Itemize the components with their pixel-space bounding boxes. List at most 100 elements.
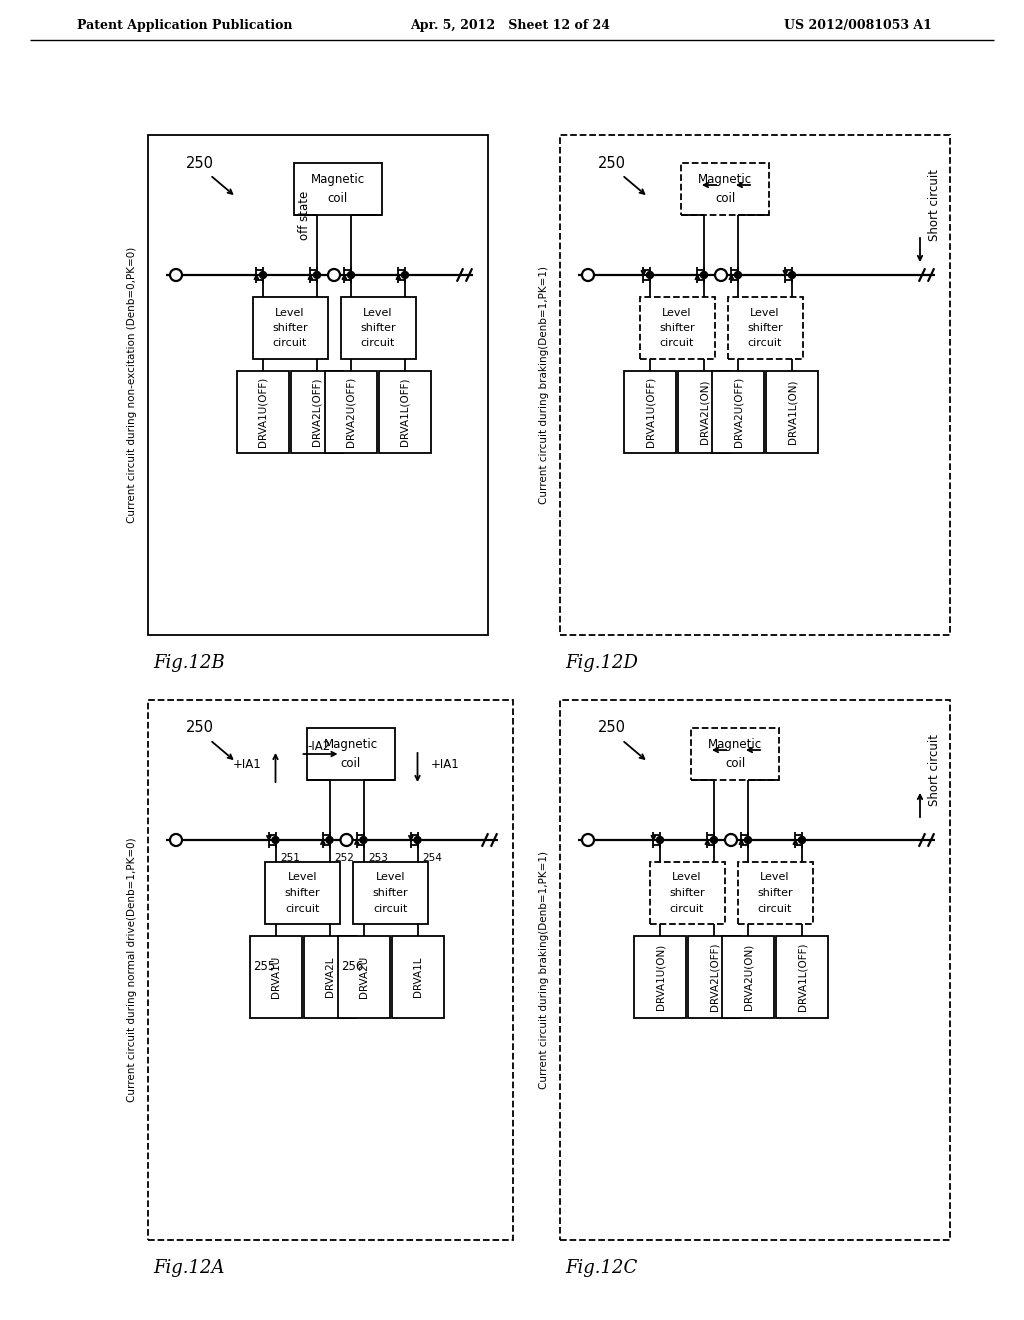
- Circle shape: [360, 837, 367, 843]
- Circle shape: [715, 269, 727, 281]
- Circle shape: [582, 834, 594, 846]
- Bar: [306, 729, 394, 780]
- Circle shape: [326, 837, 333, 843]
- Text: DRVA2L(OFF): DRVA2L(OFF): [709, 942, 719, 1011]
- Bar: [688, 936, 740, 1018]
- Text: 256: 256: [341, 961, 364, 974]
- Circle shape: [582, 269, 594, 281]
- Bar: [148, 135, 488, 635]
- Bar: [237, 371, 289, 453]
- Text: off state: off state: [299, 190, 311, 240]
- Bar: [712, 371, 764, 453]
- Text: shifter: shifter: [659, 323, 695, 333]
- Bar: [560, 700, 950, 1239]
- Bar: [250, 936, 301, 1018]
- Text: Fig.12B: Fig.12B: [153, 653, 224, 672]
- Text: 250: 250: [598, 721, 626, 735]
- Text: shifter: shifter: [748, 323, 782, 333]
- Text: 253: 253: [369, 853, 388, 863]
- Bar: [379, 371, 431, 453]
- Bar: [265, 862, 340, 924]
- Circle shape: [347, 272, 354, 279]
- Text: 251: 251: [281, 853, 300, 863]
- Text: Apr. 5, 2012   Sheet 12 of 24: Apr. 5, 2012 Sheet 12 of 24: [410, 18, 610, 32]
- Text: DRVA2U(ON): DRVA2U(ON): [743, 944, 753, 1010]
- Text: DRVA2L(ON): DRVA2L(ON): [699, 380, 709, 445]
- Text: DRVA2L(OFF): DRVA2L(OFF): [312, 378, 322, 446]
- Circle shape: [170, 834, 182, 846]
- Text: 250: 250: [186, 721, 214, 735]
- Text: shifter: shifter: [757, 888, 793, 898]
- Circle shape: [328, 269, 340, 281]
- Text: Level: Level: [376, 873, 406, 883]
- Text: Current circuit during non-excitation (Denb=0,PK=0): Current circuit during non-excitation (D…: [127, 247, 137, 523]
- Text: shifter: shifter: [360, 323, 396, 333]
- Bar: [253, 297, 328, 359]
- Text: coil: coil: [328, 191, 348, 205]
- Text: Level: Level: [760, 873, 790, 883]
- Text: US 2012/0081053 A1: US 2012/0081053 A1: [784, 18, 932, 32]
- Circle shape: [414, 837, 421, 843]
- Text: Magnetic: Magnetic: [708, 738, 762, 751]
- Text: DRVA1U(ON): DRVA1U(ON): [655, 944, 665, 1010]
- Text: +IA1: +IA1: [233, 759, 262, 771]
- Text: DRVA1L(OFF): DRVA1L(OFF): [797, 942, 807, 1011]
- Text: DRVA1U(OFF): DRVA1U(OFF): [258, 378, 268, 447]
- Circle shape: [700, 272, 708, 279]
- Text: DRVA2L: DRVA2L: [325, 957, 335, 997]
- Bar: [649, 862, 725, 924]
- Bar: [737, 862, 812, 924]
- Bar: [640, 297, 715, 359]
- Text: +IA1: +IA1: [431, 759, 460, 771]
- Bar: [691, 729, 779, 780]
- Text: Magnetic: Magnetic: [311, 173, 366, 186]
- Bar: [722, 936, 774, 1018]
- Bar: [727, 297, 803, 359]
- Text: shifter: shifter: [373, 888, 409, 898]
- Circle shape: [170, 269, 182, 281]
- Text: Current circuit during braking(Denb=1,PK=1): Current circuit during braking(Denb=1,PK…: [539, 267, 549, 504]
- Text: 255: 255: [254, 961, 275, 974]
- Circle shape: [646, 272, 653, 279]
- Bar: [766, 371, 818, 453]
- Bar: [291, 371, 343, 453]
- Text: 252: 252: [335, 853, 354, 863]
- Circle shape: [656, 837, 664, 843]
- Bar: [678, 371, 730, 453]
- Text: circuit: circuit: [272, 338, 307, 348]
- Text: shifter: shifter: [272, 323, 308, 333]
- Text: shifter: shifter: [670, 888, 705, 898]
- Bar: [776, 936, 828, 1018]
- Bar: [325, 371, 377, 453]
- Text: Magnetic: Magnetic: [698, 173, 752, 186]
- Text: Level: Level: [672, 873, 701, 883]
- Circle shape: [272, 837, 279, 843]
- Text: DRVA1U: DRVA1U: [270, 956, 281, 998]
- Text: DRVA2U(OFF): DRVA2U(OFF): [733, 378, 743, 447]
- Bar: [338, 936, 389, 1018]
- Bar: [341, 297, 416, 359]
- Text: circuit: circuit: [758, 903, 793, 913]
- Text: circuit: circuit: [659, 338, 694, 348]
- Circle shape: [744, 837, 752, 843]
- Text: Fig.12D: Fig.12D: [565, 653, 638, 672]
- Bar: [148, 700, 513, 1239]
- Text: circuit: circuit: [670, 903, 705, 913]
- Circle shape: [734, 272, 741, 279]
- Text: circuit: circuit: [748, 338, 782, 348]
- Text: DRVA2U(OFF): DRVA2U(OFF): [346, 378, 356, 447]
- Bar: [624, 371, 676, 453]
- Circle shape: [401, 272, 409, 279]
- Text: Current circuit during normal drive(Denb=1,PK=0): Current circuit during normal drive(Denb…: [127, 838, 137, 1102]
- Text: 250: 250: [186, 156, 214, 170]
- Bar: [391, 936, 443, 1018]
- Bar: [353, 862, 428, 924]
- Text: Level: Level: [275, 308, 305, 318]
- Text: Short circuit: Short circuit: [928, 734, 940, 807]
- Text: circuit: circuit: [374, 903, 408, 913]
- Bar: [634, 936, 686, 1018]
- Text: coil: coil: [725, 756, 745, 770]
- Text: shifter: shifter: [285, 888, 321, 898]
- Text: coil: coil: [715, 191, 735, 205]
- Circle shape: [799, 837, 806, 843]
